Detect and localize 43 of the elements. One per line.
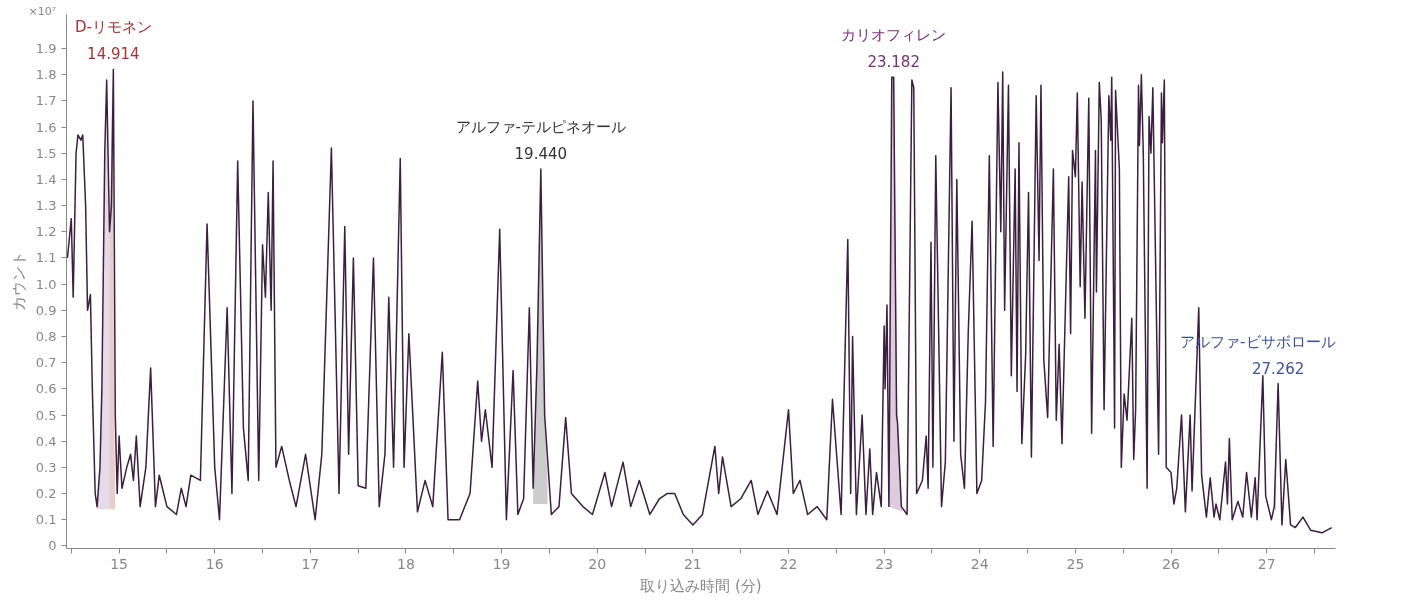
x-tick-label: 15: [110, 555, 129, 572]
y-tick-label: 0: [48, 538, 57, 554]
y-tick-label: 1.3: [35, 198, 57, 214]
y-tick-label: 1.9: [35, 41, 57, 57]
text: D-リモネン: [74, 18, 152, 37]
y-tick-label: 1.5: [35, 145, 57, 161]
y-tick-label: 0.4: [35, 433, 57, 449]
y-tick-label: 1.2: [35, 224, 57, 240]
y-tick-label: 0.5: [35, 407, 57, 423]
y-tick-label: 0.8: [35, 328, 57, 344]
y-tick-label: 0.2: [35, 486, 57, 502]
annotation: 27.262: [1251, 359, 1305, 378]
x-tick-label: 18: [397, 555, 415, 572]
x-tick-label: 26: [1162, 555, 1181, 572]
x-tick-label: 17: [301, 555, 320, 572]
y-axis-title: カウント: [9, 251, 28, 312]
annotation: 19.440: [514, 144, 568, 163]
x-tick-label: 24: [970, 555, 989, 572]
x-axis-title: 取り込み時間 (分): [640, 576, 762, 595]
x-tick-label: 19: [492, 555, 511, 572]
x-tick-label: 16: [205, 555, 224, 572]
x-tick-label: 21: [683, 555, 702, 572]
x-tick-label: 20: [588, 555, 607, 572]
y-tick-label: 0.1: [35, 512, 57, 528]
y-tick-label: 1.1: [35, 250, 57, 266]
text: アルファ-テルピネオール: [455, 117, 627, 136]
x-tick-label: 27: [1257, 555, 1276, 572]
x-tick-label: 25: [1066, 555, 1085, 572]
y-tick-label: 1.4: [35, 171, 57, 187]
y-tick-label: 1.0: [35, 276, 57, 292]
y-tick-label: 0.3: [35, 459, 57, 475]
y-tick-label: 1.6: [35, 119, 57, 135]
y-tick-label: 0.9: [35, 302, 57, 318]
x-tick-label: 23: [875, 555, 894, 572]
y-tick-label: 0.7: [35, 355, 57, 371]
annotation: 14.914: [87, 45, 140, 64]
annotation: 23.182: [867, 53, 920, 72]
y-tick-label: 0.6: [35, 381, 57, 397]
y-tick-label: 1.7: [35, 93, 57, 109]
text: カリオフィレン: [841, 26, 947, 45]
text: ×10⁷: [28, 4, 57, 18]
x-tick-label: 22: [779, 555, 798, 572]
y-tick-label: 1.8: [35, 67, 57, 83]
